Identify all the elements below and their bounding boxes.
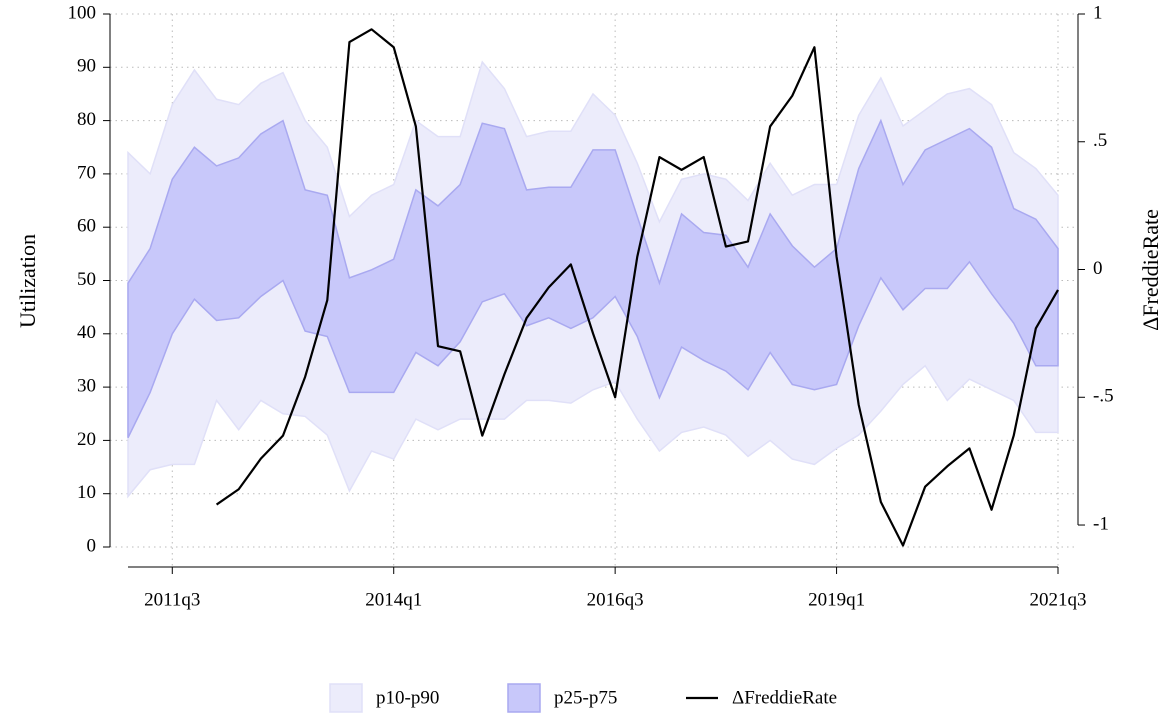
y2-tick-label: 0 [1093,258,1103,279]
y-tick-label: 60 [77,216,96,237]
y-tick-label: 40 [77,322,96,343]
legend-label: ΔFreddieRate [732,687,837,708]
legend-swatch [507,683,541,713]
plot [127,28,1059,547]
y2-tick-label: -.5 [1093,386,1114,407]
y-tick-label: 100 [68,2,97,23]
axes: 0 10 20 30 40 50 60 70 80 90 100 -1 -.5 0 .5 1 2011q3 201… [68,2,1114,610]
y-axis-title: Utilization [15,234,40,328]
x-tick-label: 2016q3 [587,589,644,610]
y-tick-label: 50 [77,269,96,290]
x-tick-label: 2019q1 [808,589,865,610]
y2-tick-label: .5 [1093,130,1107,151]
y-tick-label: 0 [87,535,97,556]
y-tick-label: 80 [77,109,96,130]
y2-tick-label: -1 [1093,513,1109,534]
y-tick-label: 20 [77,429,96,450]
y-tick-label: 30 [77,375,96,396]
band-area [127,118,1059,439]
legend-label: p25-p75 [554,687,617,708]
legend: p10-p90 p25-p75 ΔFreddieRate [329,683,837,713]
legend-label: p10-p90 [376,687,439,708]
x-tick-label: 2011q3 [144,589,200,610]
line [215,28,1059,547]
y-tick-label: 90 [77,56,96,77]
y-tick-label: 70 [77,162,96,183]
x-tick-label: 2014q1 [365,589,422,610]
x-tick-label: 2021q3 [1030,589,1087,610]
y-tick-label: 10 [77,482,96,503]
legend-swatch [329,683,363,713]
y2-axis-title: ΔFreddieRate [1138,209,1163,331]
y2-tick-label: 1 [1093,2,1103,23]
